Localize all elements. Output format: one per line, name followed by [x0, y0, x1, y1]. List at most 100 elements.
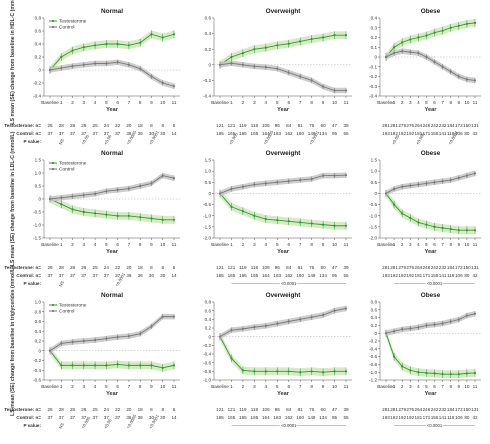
y-tick-label: 0.6	[35, 29, 42, 34]
control-point	[218, 63, 222, 66]
testosterone-point	[449, 26, 452, 29]
n-control-value: 192	[406, 415, 414, 420]
n-control-value: 165	[239, 415, 247, 420]
x-tick-label: 4	[417, 384, 420, 389]
y-tick-label: -0.4	[203, 94, 211, 99]
control-point	[384, 332, 388, 335]
n-testosterone-value: 84	[286, 407, 292, 412]
testosterone-point	[441, 29, 444, 32]
n-testosterone-value: 84	[286, 123, 292, 128]
x-tick-label: 6	[287, 100, 290, 105]
y-tick-label: 0.6	[35, 319, 42, 324]
x-tick-label: 9	[150, 100, 153, 105]
n-testosterone-value: 281	[390, 265, 398, 270]
n-testosterone-value: 131	[471, 123, 479, 128]
testosterone-point	[321, 36, 325, 39]
legend-control-label: Control	[59, 309, 74, 315]
n-control-value: 162	[285, 131, 293, 136]
p-value-text: <0.0001	[427, 423, 443, 428]
p-value-text: <0.05	[391, 133, 401, 145]
x-tick-label: 10	[464, 242, 470, 247]
n-testosterone-value: 184	[447, 407, 455, 412]
n-testosterone-value: 39	[343, 123, 349, 128]
testosterone-point	[333, 34, 336, 37]
testosterone-point	[127, 214, 131, 217]
n-control-value: 149	[308, 415, 316, 420]
n-testosterone-value: 119	[239, 265, 247, 270]
n-testosterone-value: 281	[390, 123, 398, 128]
x-tick-label: 8	[310, 100, 313, 105]
n-control-value: 37	[59, 131, 65, 136]
control-se-band	[50, 172, 174, 202]
y-tick-label: 0.2	[371, 35, 378, 40]
x-tick-label: 4	[94, 242, 97, 247]
control-point	[150, 325, 153, 328]
testosterone-point	[417, 221, 420, 224]
n-testosterone-value: 8	[161, 407, 164, 412]
n-control-value: 37	[59, 273, 65, 278]
n-control-value: 192	[398, 131, 406, 136]
n-control-value: 165	[251, 415, 259, 420]
y-tick-label: 0.2	[35, 55, 42, 60]
x-tick-label: 7	[441, 100, 444, 105]
control-point	[473, 312, 477, 315]
testosterone-point	[276, 44, 279, 47]
testosterone-point	[230, 55, 233, 59]
x-axis-label: Year	[425, 249, 438, 255]
n-control-value: 134	[319, 273, 327, 278]
n-testosterone-value: 232	[439, 407, 447, 412]
n-testosterone-value: 121	[216, 123, 224, 128]
y-tick-label: -0.6	[33, 378, 41, 383]
control-point	[425, 324, 428, 327]
testosterone-series-line	[385, 22, 476, 58]
n-testosterone-value: 24	[104, 123, 110, 128]
x-tick-label: 8	[310, 242, 313, 247]
control-point	[473, 172, 477, 175]
control-point	[276, 67, 279, 70]
testosterone-point	[264, 370, 267, 373]
y-tick-label: 0	[208, 334, 211, 339]
x-tick-label: 2	[242, 100, 245, 105]
x-tick-label: 3	[409, 384, 412, 389]
panel-title: Obese	[421, 8, 441, 15]
testosterone-point	[417, 36, 420, 39]
control-point	[425, 182, 428, 185]
testosterone-point	[401, 365, 404, 368]
n-control-value: 160	[296, 131, 304, 136]
n-testosterone-value: 119	[239, 123, 247, 128]
testosterone-point	[93, 44, 97, 47]
testosterone-point	[310, 370, 313, 373]
x-tick-label: 9	[322, 384, 325, 389]
y-tick-label: -2.0	[203, 236, 211, 241]
x-tick-label: 1	[60, 242, 63, 247]
control-point	[82, 194, 85, 197]
y-tick-label: -1.0	[369, 213, 377, 218]
n-control-value: 37	[81, 415, 87, 420]
y-tick-label: -0.2	[369, 339, 377, 344]
n-testosterone-value: 47	[332, 265, 338, 270]
x-tick-label: 10	[464, 100, 470, 105]
n-control-value: 192	[398, 273, 406, 278]
x-tick-label: 8	[310, 384, 313, 389]
n-testosterone-value: 242	[431, 123, 439, 128]
n-testosterone-value: 60	[321, 123, 327, 128]
n-control-value: 165	[228, 273, 236, 278]
n-testosterone-value: 8	[150, 123, 153, 128]
y-tick-label: -1.5	[33, 236, 41, 241]
x-axis-label: Year	[277, 107, 290, 113]
testosterone-se-band	[220, 31, 346, 69]
n-testosterone-value: 264	[415, 123, 423, 128]
control-point	[230, 62, 233, 65]
testosterone-se-band	[50, 30, 174, 74]
control-point	[287, 180, 290, 183]
x-tick-label: 3	[83, 384, 86, 389]
x-tick-label: 11	[172, 100, 177, 105]
control-point	[172, 315, 176, 318]
panel-title: Normal	[101, 292, 123, 299]
testosterone-point	[93, 364, 97, 367]
n-testosterone-value: 131	[471, 265, 479, 270]
x-tick-label: 6	[433, 100, 436, 105]
y-tick-label: 0.2	[35, 339, 42, 344]
n-testosterone-value: 121	[228, 265, 236, 270]
